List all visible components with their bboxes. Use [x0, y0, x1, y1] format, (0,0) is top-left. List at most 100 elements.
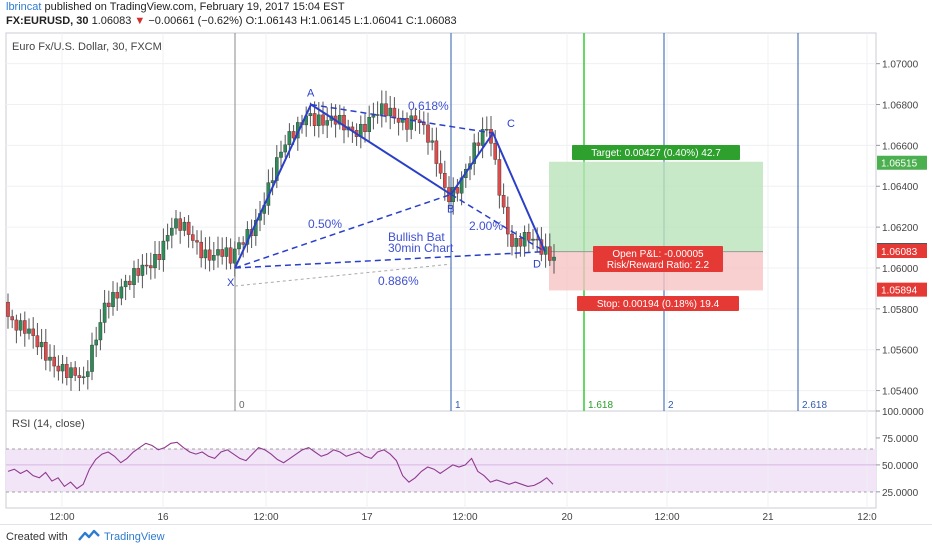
close-value: C:1.06083: [405, 15, 457, 27]
candle-body: [190, 234, 195, 241]
candle-body: [106, 302, 111, 307]
candle-body: [90, 344, 94, 372]
pattern-point-label: X: [227, 277, 235, 289]
candle-body: [64, 364, 69, 378]
candle-body: [552, 256, 556, 261]
candle-body: [216, 249, 220, 256]
price-axis-badge: [877, 155, 927, 170]
candle-body: [18, 320, 23, 331]
down-arrow-icon: ▼: [134, 15, 146, 27]
price-tick-label: 1.05800: [882, 305, 919, 316]
target-label-text: Target: 0.00427 (0.40%) 42.7: [591, 148, 721, 159]
candle-body: [186, 221, 191, 235]
candle-body: [531, 238, 535, 241]
candle-body: [119, 286, 124, 299]
price-tick-label: 1.07000: [882, 60, 919, 71]
tradingview-logo-icon: [78, 529, 100, 541]
pl-label-text: Open P&L: -0.00005: [612, 249, 704, 260]
candle-body: [434, 140, 439, 164]
candle-body: [165, 235, 170, 242]
candle-body: [497, 159, 502, 196]
candle-body: [102, 302, 107, 323]
created-with-text: Created with: [6, 531, 68, 543]
trend-line: [234, 263, 453, 287]
fib-time-zone-label: 2.618: [802, 400, 827, 411]
candle-body: [480, 129, 485, 146]
rsi-title: RSI (14, close): [12, 418, 85, 430]
pattern-point-label: C: [507, 118, 515, 130]
candle-body: [69, 367, 73, 378]
candle-body: [144, 264, 149, 267]
time-tick-label: 12:00: [49, 512, 74, 523]
candle-body: [338, 115, 342, 125]
candle-body: [518, 238, 523, 247]
time-tick-label: 12:0: [857, 512, 877, 523]
candle-body: [203, 249, 208, 259]
symbol-info: FX:EURUSD, 30 1.06083 ▼ −0.00661 (−0.62%…: [6, 15, 457, 27]
target-label-box: [572, 145, 740, 160]
time-tick-label: 20: [561, 512, 573, 523]
candle-body: [325, 120, 330, 126]
candle-body: [384, 103, 388, 117]
target-zone: [549, 161, 763, 252]
price-tick-label: 1.06600: [882, 141, 919, 152]
price-axis-badge-label: 1.05894: [881, 286, 918, 297]
candle-body: [241, 242, 246, 245]
candle-body: [527, 232, 531, 241]
candle-body: [153, 254, 157, 269]
candle-body: [476, 142, 481, 146]
price-axis-badge-label: 1.06083: [881, 247, 918, 258]
candle-body: [31, 328, 36, 336]
candle-body: [430, 140, 435, 143]
candle-body: [52, 356, 56, 367]
candle-body: [455, 187, 460, 194]
candle-body: [140, 264, 145, 276]
time-tick-label: 12:00: [253, 512, 278, 523]
ratio-xd: 0.886%: [378, 274, 419, 288]
author-name[interactable]: lbrincat: [6, 1, 42, 13]
pattern-point-label: A: [307, 88, 315, 100]
candle-body: [85, 371, 90, 377]
stop-label-box: [577, 296, 739, 311]
candle-body: [388, 107, 393, 117]
rsi-line: [7, 441, 554, 490]
candle-body: [485, 129, 489, 131]
candle-body: [123, 280, 128, 288]
candle-body: [317, 114, 321, 126]
pattern-point-label: B: [447, 203, 454, 215]
open-value: O:1.06143: [245, 15, 297, 27]
instrument-title: Euro Fx/U.S. Dollar, 30, FXCM: [12, 41, 162, 53]
candle-body: [224, 247, 229, 257]
fib-time-zone-label: 1: [455, 400, 461, 411]
candle-body: [169, 227, 174, 236]
low-value: L:1.06041: [353, 15, 403, 27]
candle-body: [182, 221, 187, 231]
rsi-tick-label: 50.0000: [882, 461, 919, 472]
candle-body: [39, 341, 44, 348]
time-tick-label: 16: [157, 512, 169, 523]
pattern-ratio-line: [310, 103, 494, 134]
pattern-subtitle: 30min Chart: [388, 241, 454, 255]
candle-body: [10, 316, 15, 321]
candle-body: [161, 240, 166, 260]
fib-time-zone-label: 0: [239, 400, 245, 411]
candle-body: [405, 117, 409, 130]
ratio-ac: 0.50%: [308, 217, 342, 231]
time-tick-label: 21: [762, 512, 774, 523]
candle-body: [321, 114, 325, 126]
candle-body: [409, 115, 414, 130]
candle-body: [514, 238, 518, 247]
candle-body: [56, 365, 61, 372]
candle-body: [207, 249, 212, 261]
publish-info: lbrincat published on TradingView.com, F…: [6, 1, 345, 13]
price-axis-badge: [877, 282, 927, 297]
symbol: FX:EURUSD, 30: [6, 15, 89, 27]
candle-body: [548, 246, 552, 261]
candle-body: [363, 124, 367, 132]
candle-body: [127, 280, 132, 285]
tradingview-link[interactable]: TradingView: [104, 531, 165, 543]
fib-time-zone-label: 1.618: [588, 400, 613, 411]
candle-body: [35, 335, 40, 348]
